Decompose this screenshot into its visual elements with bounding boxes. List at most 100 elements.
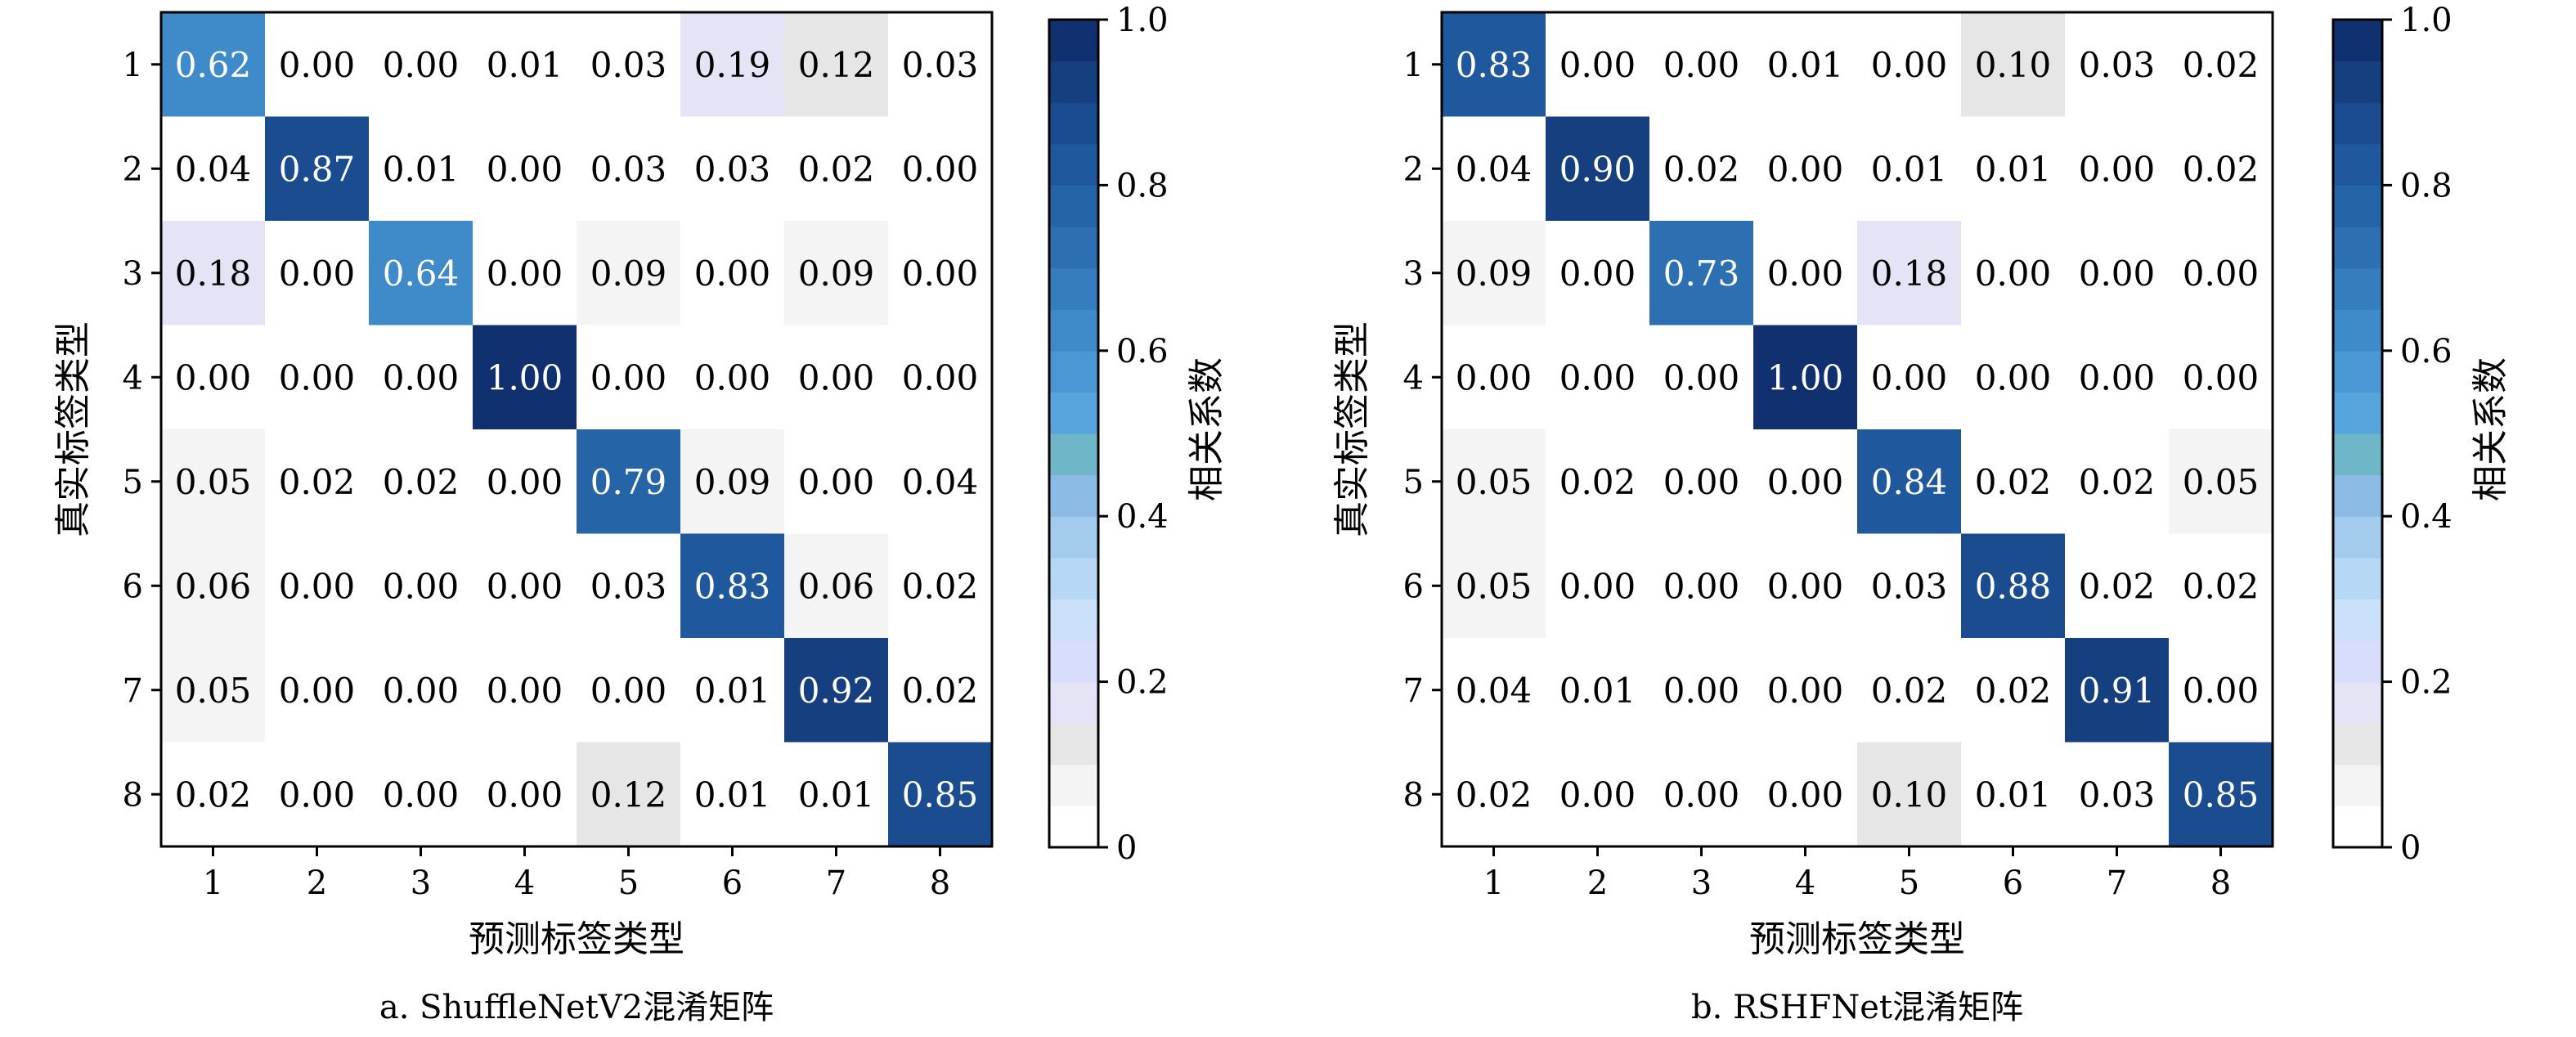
x-tick-label: 3: [411, 864, 431, 902]
colorbar-tick-label: 0: [1116, 829, 1137, 867]
cell-value-label: 0.91: [2079, 671, 2156, 711]
heatmap-cell: [1442, 638, 1546, 743]
cell-value-label: 0.00: [902, 254, 979, 294]
heatmap-cell: [784, 429, 888, 534]
cell-value-label: 0.03: [590, 45, 667, 85]
cell-value-label: 0.02: [2183, 566, 2260, 606]
y-tick-label: 4: [1403, 359, 1424, 397]
colorbar-tick-label: 1.0: [1116, 2, 1169, 39]
colorbar-band: [1049, 474, 1098, 517]
heatmap-cell: [2169, 12, 2273, 117]
heatmap-cell: [161, 533, 265, 638]
colorbar-band: [2333, 20, 2382, 62]
y-tick-label: 5: [1403, 464, 1424, 501]
heatmap-cell: [577, 429, 680, 534]
cell-value-label: 0.02: [902, 671, 979, 711]
heatmap-cell: [1961, 742, 2065, 846]
heatmap-cell: [1649, 429, 1753, 534]
cell-value-label: 0.00: [694, 357, 771, 397]
cell-value-label: 0.02: [279, 462, 356, 502]
heatmap-cell: [784, 638, 888, 743]
cell-value-label: 0.00: [487, 462, 563, 502]
cell-value-label: 0.02: [1975, 671, 2052, 711]
heatmap-cell: [265, 638, 369, 743]
cell-value-label: 0.09: [590, 254, 667, 294]
heatmap-cell: [2065, 638, 2169, 743]
cell-value-label: 0.00: [1871, 45, 1948, 85]
cell-value-label: 0.00: [798, 462, 875, 502]
colorbar-band: [1049, 516, 1098, 559]
cell-value-label: 0.00: [1767, 774, 1844, 815]
heatmap-cell: [888, 533, 992, 638]
heatmap-cell: [2169, 325, 2273, 429]
x-tick-label: 4: [514, 864, 535, 902]
heatmap-cell: [1649, 638, 1753, 743]
y-tick-label: 5: [123, 464, 143, 501]
colorbar-tick-label: 1.0: [2400, 2, 2453, 39]
colorbar-band: [1049, 599, 1098, 641]
y-tick-label: 4: [123, 359, 143, 397]
heatmap-cell: [161, 429, 265, 534]
heatmap-cell: [577, 12, 680, 117]
heatmap-cells: 0.62 0.00 0.00 0.01 0.03 0.19 0.12 0.03 0.04 0.87…: [161, 12, 992, 846]
heatmap-cell: [888, 638, 992, 743]
colorbar-band: [2333, 309, 2382, 352]
colorbar-label: 相关系数: [2470, 357, 2511, 501]
cell-value-label: 0.00: [1663, 462, 1740, 502]
colorbar-tick-label: 0: [2400, 829, 2421, 867]
cell-value-label: 0.00: [2183, 671, 2260, 711]
cell-value-label: 0.01: [1871, 149, 1948, 189]
heatmap-cell: [577, 638, 680, 743]
cell-value-label: 0.00: [1663, 357, 1740, 397]
cell-value-label: 0.10: [1871, 774, 1948, 815]
cell-value-label: 0.02: [175, 774, 252, 815]
heatmap-cell: [2065, 221, 2169, 325]
cell-value-label: 0.79: [590, 462, 667, 502]
heatmap-cell: [1857, 12, 1961, 117]
cell-value-label: 0.06: [798, 566, 875, 606]
y-tick-label: 7: [1403, 672, 1424, 710]
heatmap-cell: [369, 533, 473, 638]
cell-value-label: 0.05: [175, 462, 252, 502]
colorbar: 0 0.2 0.4 0.6 0.8 1.0 相关系数: [1048, 2, 1227, 867]
y-tick-label: 7: [123, 672, 143, 710]
heatmap-cell: [1857, 638, 1961, 743]
heatmap-cell: [680, 116, 784, 221]
heatmap-cell: [369, 12, 473, 117]
colorbar-band: [2333, 557, 2382, 599]
heatmap-cell: [265, 429, 369, 534]
heatmap-cell: [680, 325, 784, 429]
heatmap-cell: [473, 742, 577, 846]
heatmap-cell: [1961, 116, 2065, 221]
cell-value-label: 0.00: [279, 671, 356, 711]
cell-value-label: 0.00: [1975, 254, 2052, 294]
y-axis-label: 真实标签类型: [1331, 321, 1373, 537]
cell-value-label: 0.00: [902, 149, 979, 189]
colorbar-band: [1049, 723, 1098, 765]
heatmap-cell: [473, 12, 577, 117]
colorbar-band: [1049, 61, 1098, 103]
x-axis-label: 预测标签类型: [1749, 918, 1965, 960]
heatmap-cell: [1753, 429, 1857, 534]
y-tick-label: 1: [1403, 47, 1424, 84]
heatmap-cell: [265, 221, 369, 325]
cell-value-label: 0.03: [2079, 774, 2156, 815]
cell-value-label: 0.00: [1767, 254, 1844, 294]
cell-value-label: 0.00: [487, 671, 563, 711]
colorbar-tick-label: 0.6: [2400, 333, 2453, 370]
cell-value-label: 0.01: [694, 671, 771, 711]
heatmap-cell: [1546, 221, 1649, 325]
heatmap-cell: [888, 325, 992, 429]
colorbar-tick-label: 0.4: [2400, 498, 2453, 536]
heatmap-cell: [2169, 742, 2273, 846]
cell-value-label: 0.05: [1456, 462, 1533, 502]
colorbar-band: [2333, 267, 2382, 310]
cell-value-label: 0.06: [175, 566, 252, 606]
cell-value-label: 0.00: [1560, 254, 1636, 294]
cell-value-label: 0.00: [1663, 45, 1740, 85]
colorbar: 0 0.2 0.4 0.6 0.8 1.0 相关系数: [2331, 2, 2511, 867]
cell-value-label: 0.02: [798, 149, 875, 189]
cell-value-label: 0.18: [1871, 254, 1948, 294]
colorbar-label: 相关系数: [1186, 357, 1227, 501]
colorbar-band: [1049, 640, 1098, 683]
